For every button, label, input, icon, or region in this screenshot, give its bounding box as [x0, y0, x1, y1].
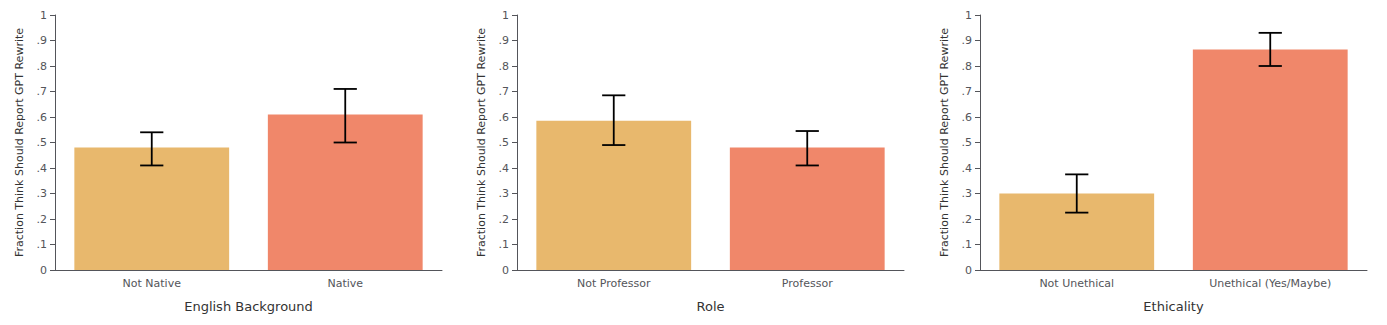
svg-text:.3: .3 [962, 187, 973, 200]
svg-text:.1: .1 [37, 238, 48, 251]
svg-text:.8: .8 [37, 60, 48, 73]
svg-text:.2: .2 [499, 213, 510, 226]
svg-text:.8: .8 [499, 60, 510, 73]
svg-text:.9: .9 [962, 34, 973, 47]
svg-text:.7: .7 [962, 85, 973, 98]
svg-text:.6: .6 [37, 111, 48, 124]
svg-text:.3: .3 [499, 187, 510, 200]
svg-text:.2: .2 [962, 213, 973, 226]
svg-text:1: 1 [40, 9, 47, 22]
svg-text:.3: .3 [37, 187, 48, 200]
svg-text:.4: .4 [499, 162, 510, 175]
svg-text:.6: .6 [499, 111, 510, 124]
svg-text:Not Professor: Not Professor [577, 277, 651, 290]
svg-text:.8: .8 [962, 60, 973, 73]
svg-text:.5: .5 [962, 136, 973, 149]
svg-text:Unethical (Yes/Maybe): Unethical (Yes/Maybe) [1209, 277, 1331, 290]
svg-text:Fraction Think Should Report G: Fraction Think Should Report GPT Rewrite [13, 28, 26, 257]
svg-text:1: 1 [965, 9, 972, 22]
svg-text:.5: .5 [37, 136, 48, 149]
svg-text:.5: .5 [499, 136, 510, 149]
svg-text:1: 1 [502, 9, 509, 22]
svg-text:.4: .4 [37, 162, 48, 175]
svg-text:English Background: English Background [184, 299, 313, 314]
svg-text:.9: .9 [499, 34, 510, 47]
svg-text:0: 0 [40, 264, 47, 277]
svg-text:Professor: Professor [782, 277, 833, 290]
svg-text:.2: .2 [37, 213, 48, 226]
svg-text:Native: Native [327, 277, 363, 290]
svg-text:Not Unethical: Not Unethical [1039, 277, 1114, 290]
svg-text:.1: .1 [962, 238, 973, 251]
svg-text:0: 0 [965, 264, 972, 277]
svg-text:Ethicality: Ethicality [1143, 299, 1204, 314]
svg-text:Not Native: Not Native [123, 277, 182, 290]
svg-text:Fraction Think Should Report G: Fraction Think Should Report GPT Rewrite [938, 28, 951, 257]
svg-text:.4: .4 [962, 162, 973, 175]
svg-text:Role: Role [696, 299, 724, 314]
svg-text:.1: .1 [499, 238, 510, 251]
svg-text:.9: .9 [37, 34, 48, 47]
svg-text:.7: .7 [37, 85, 48, 98]
svg-text:0: 0 [502, 264, 509, 277]
svg-text:.7: .7 [499, 85, 510, 98]
svg-text:Fraction Think Should Report G: Fraction Think Should Report GPT Rewrite [475, 28, 488, 257]
svg-text:.6: .6 [962, 111, 973, 124]
